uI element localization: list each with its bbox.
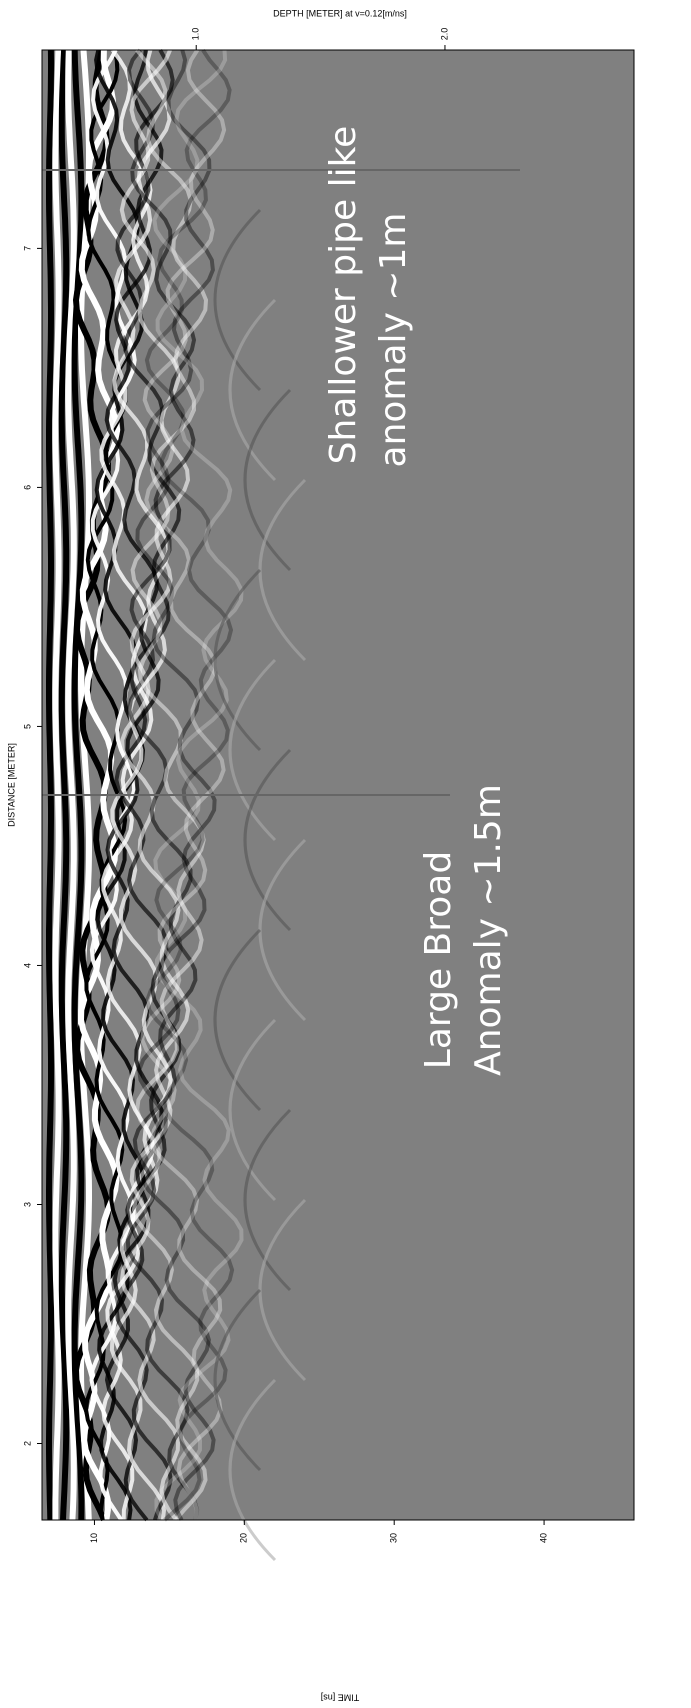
page: DEPTH [METER] at v=0.12[m/ns] DISTANCE [… [0,0,691,1708]
y-tick-label: 4 [22,963,32,968]
chart: DEPTH [METER] at v=0.12[m/ns] DISTANCE [… [0,0,691,1708]
x-tick-label: 40 [538,1533,548,1543]
x2-tick-label: 2.0 [439,28,449,41]
annotation: Large Broad [418,851,459,1069]
y-tick-label: 7 [22,246,32,251]
y-tick-label: 5 [22,724,32,729]
chart-title: DEPTH [METER] at v=0.12[m/ns] [273,8,407,18]
y-tick-label: 2 [22,1441,32,1446]
x-tick-label: 10 [89,1533,99,1543]
x-axis-label: TIME [ns] [321,1693,360,1703]
x-tick-label: 30 [389,1533,399,1543]
texture-stripe [49,50,51,1520]
y-axis-label: DISTANCE [METER] [6,743,16,827]
y-tick-label: 6 [22,485,32,490]
annotation: Anomaly ~1.5m [468,784,509,1076]
texture-stripe [55,50,58,1520]
x2-tick-label: 1.0 [191,28,201,41]
annotation: anomaly ~1m [373,213,414,468]
x-tick-label: 20 [239,1533,249,1543]
y-tick-label: 3 [22,1202,32,1207]
annotation: Shallower pipe like [323,126,364,465]
